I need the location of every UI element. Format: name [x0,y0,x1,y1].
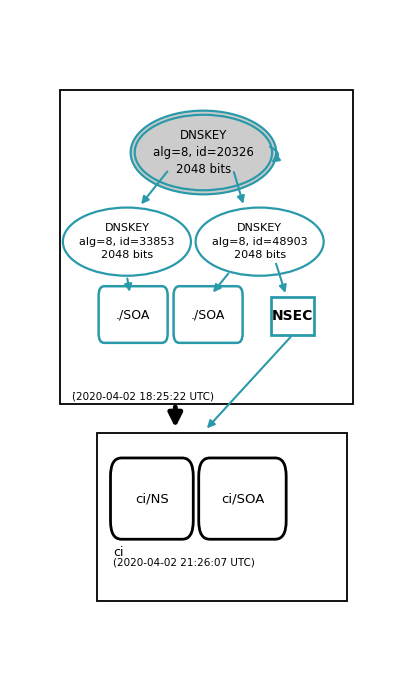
Text: DNSKEY
alg=8, id=20326
2048 bits: DNSKEY alg=8, id=20326 2048 bits [153,129,254,176]
Ellipse shape [195,208,324,276]
Text: .: . [72,385,76,395]
FancyBboxPatch shape [199,458,286,539]
FancyBboxPatch shape [110,458,193,539]
Text: ci/SOA: ci/SOA [221,492,264,505]
FancyBboxPatch shape [97,433,347,601]
Ellipse shape [131,111,276,194]
FancyBboxPatch shape [271,297,314,335]
Text: DNSKEY
alg=8, id=48903
2048 bits: DNSKEY alg=8, id=48903 2048 bits [212,223,307,260]
Text: DNSKEY
alg=8, id=33853
2048 bits: DNSKEY alg=8, id=33853 2048 bits [79,223,174,260]
FancyBboxPatch shape [60,90,353,405]
Ellipse shape [135,115,272,190]
Text: ./SOA: ./SOA [116,308,150,321]
FancyBboxPatch shape [99,286,168,343]
Text: ci/NS: ci/NS [135,492,169,505]
Ellipse shape [63,208,191,276]
Text: ./SOA: ./SOA [191,308,225,321]
FancyBboxPatch shape [174,286,243,343]
Text: (2020-04-02 18:25:22 UTC): (2020-04-02 18:25:22 UTC) [72,391,214,401]
Text: (2020-04-02 21:26:07 UTC): (2020-04-02 21:26:07 UTC) [113,557,255,567]
Text: ci: ci [113,545,123,559]
Text: NSEC: NSEC [272,309,313,323]
FancyArrowPatch shape [270,147,280,161]
